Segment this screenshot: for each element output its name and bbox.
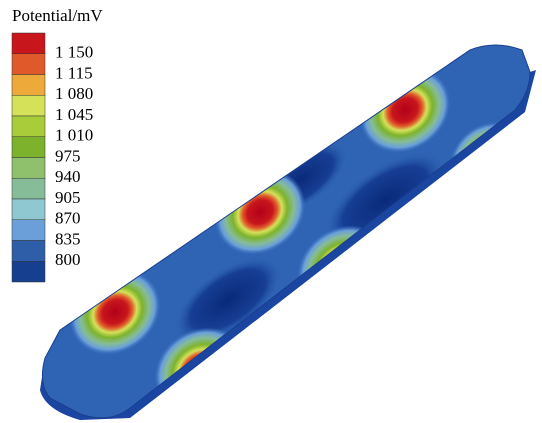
- color-swatch: [12, 33, 45, 54]
- legend-label: 870: [55, 209, 81, 228]
- legend-title: Potential/mV: [12, 6, 103, 25]
- model: [40, 45, 542, 423]
- legend-label: 800: [55, 250, 81, 269]
- figure: Potential/mV 1 1501 115 1 080 1 045 1 01097…: [0, 0, 542, 423]
- color-swatch: [12, 241, 45, 262]
- legend-label: 975: [55, 146, 81, 165]
- legend-label: 940: [55, 167, 81, 186]
- color-swatch: [12, 220, 45, 241]
- color-swatch: [12, 137, 45, 158]
- legend-label: 835: [55, 229, 81, 248]
- color-swatch: [12, 158, 45, 179]
- color-swatch: [12, 178, 45, 199]
- color-swatch: [12, 95, 45, 116]
- color-swatch: [12, 261, 45, 282]
- color-swatch: [12, 54, 45, 75]
- legend-label: 1 045: [55, 105, 93, 124]
- legend-label: 905: [55, 188, 81, 207]
- legend-label: 1 150: [55, 43, 93, 62]
- legend-label: 1 115: [55, 63, 93, 82]
- color-swatch: [12, 199, 45, 220]
- color-swatch: [12, 116, 45, 137]
- legend-label: 1 080: [55, 84, 93, 103]
- legend-label: 1 010: [55, 126, 93, 145]
- color-swatch: [12, 75, 45, 96]
